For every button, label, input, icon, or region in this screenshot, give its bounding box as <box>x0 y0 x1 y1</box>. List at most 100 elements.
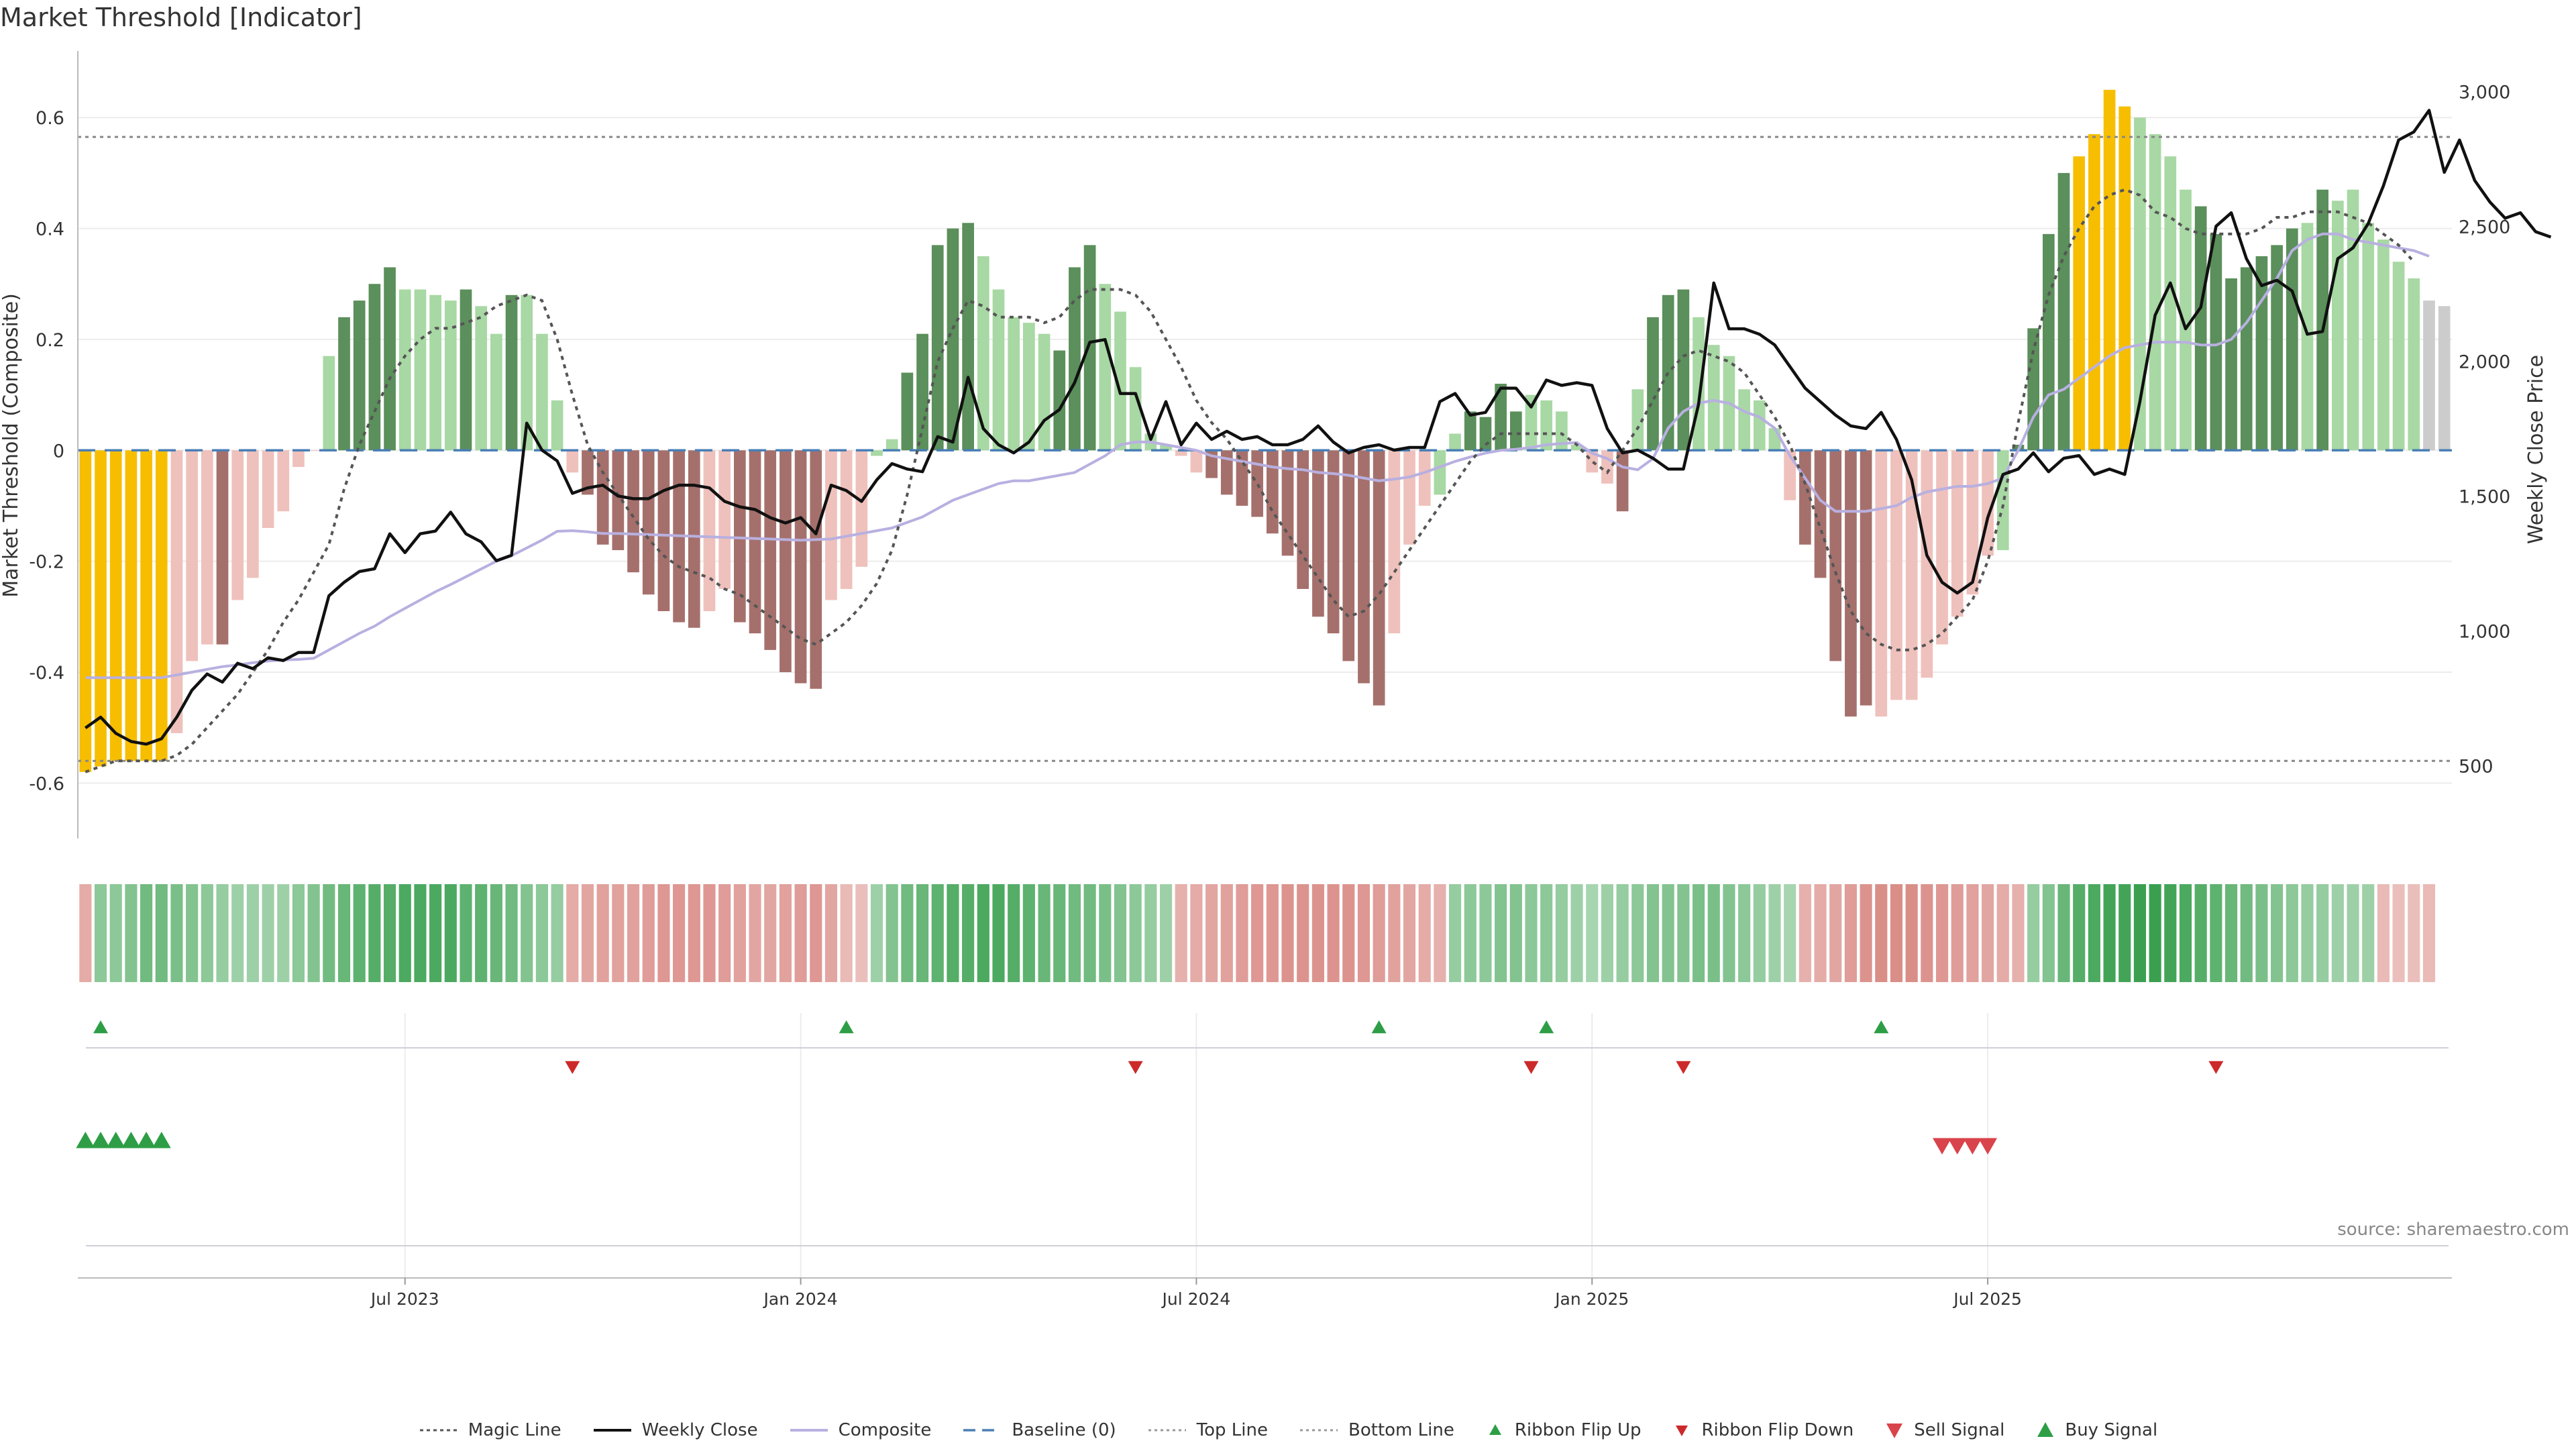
composite-bar <box>1707 345 1720 451</box>
composite-bar <box>1373 450 1385 706</box>
ribbon-cell <box>216 884 229 982</box>
ribbon-cell <box>1236 884 1248 982</box>
legend-label: Composite <box>838 1420 932 1440</box>
green-up-triangle-large-icon <box>2037 1422 2054 1437</box>
legend-label: Baseline (0) <box>1012 1420 1116 1440</box>
composite-bar <box>262 450 274 529</box>
ribbon-cell <box>1311 884 1324 982</box>
composite-bar <box>1921 450 1933 678</box>
ribbon-flip-up-marker <box>93 1020 109 1034</box>
buy-signal-marker <box>76 1132 95 1148</box>
ribbon-cell <box>414 884 427 982</box>
red-down-triangle-large-icon <box>1886 1424 1903 1438</box>
buy-signal-marker <box>137 1132 156 1148</box>
ribbon-cell <box>1860 884 1872 982</box>
ribbon-cell <box>1205 884 1218 982</box>
composite-bar <box>460 289 472 451</box>
composite-bar <box>1236 450 1248 506</box>
y-tick-label: 0.2 <box>36 330 64 351</box>
composite-bar <box>2316 189 2329 451</box>
composite-bar <box>323 356 335 451</box>
composite-bar <box>1053 350 1066 451</box>
weekly-close-line <box>84 109 2552 746</box>
composite-bar <box>2118 106 2131 451</box>
magic-line <box>85 188 2415 773</box>
ribbon-cell <box>901 884 914 982</box>
composite-bar <box>962 223 974 451</box>
composite-bar <box>384 267 396 451</box>
composite-bar <box>1297 450 1309 589</box>
ribbon-cell <box>992 884 1005 982</box>
y2-tick-label: 1,500 <box>2459 486 2510 507</box>
ribbon-cell <box>642 884 655 982</box>
composite-bar <box>840 450 853 589</box>
ribbon-cell <box>870 884 883 982</box>
market-threshold-chart: -0.6 -0.4 -0.2 0 0.2 0.4 0.6 500 1,000 1,500 2,000… <box>0 51 2552 1309</box>
ribbon-cell <box>1829 884 1842 982</box>
ribbon-cell <box>460 884 472 982</box>
composite-bar <box>1845 450 1857 717</box>
composite-bar <box>2271 245 2283 451</box>
composite-bar <box>780 450 792 672</box>
buy-signal-marker <box>91 1132 111 1148</box>
ribbon-cell <box>535 884 548 982</box>
ribbon-cell <box>779 884 792 982</box>
composite-bar <box>992 289 1005 451</box>
legend-item: Top Line <box>1147 1420 1268 1440</box>
composite-bar <box>1434 450 1446 495</box>
ribbon-cell <box>2255 884 2268 982</box>
ribbon-cell <box>977 884 989 982</box>
x-tick-label: Jul 2023 <box>370 1289 439 1309</box>
composite-bar <box>1860 450 1872 706</box>
composite-bar <box>1327 450 1340 634</box>
composite-bars <box>79 89 2451 772</box>
composite-bar <box>596 450 609 545</box>
ribbon-cell <box>962 884 975 982</box>
legend-label: Ribbon Flip Down <box>1701 1420 1854 1440</box>
legend-label: Top Line <box>1196 1420 1268 1440</box>
ribbon-cell <box>1844 884 1857 982</box>
ribbon-cell <box>277 884 290 982</box>
legend-item: Magic Line <box>419 1420 561 1440</box>
ribbon-cell <box>2194 884 2207 982</box>
ribbon-strip <box>79 884 2436 982</box>
ribbon-cell <box>353 884 366 982</box>
composite-bar <box>1905 450 1918 700</box>
y2-axis-label: Weekly Close Price <box>2524 355 2548 544</box>
composite-bar <box>2194 206 2207 451</box>
dotted-gray-line-icon <box>1300 1429 1338 1432</box>
ribbon-cell <box>1190 884 1203 982</box>
y2-tick-label: 500 <box>2459 756 2493 777</box>
ribbon-cell <box>155 884 168 982</box>
y-tick-label: 0 <box>53 441 64 462</box>
buy-signal-marker <box>121 1132 141 1148</box>
ribbon-cell <box>1662 884 1674 982</box>
ribbon-cell <box>2377 884 2390 982</box>
ribbon-cell <box>1342 884 1355 982</box>
ribbon-cell <box>1373 884 1385 982</box>
ribbon-cell <box>2301 884 2314 982</box>
ribbon-cell <box>2012 884 2025 982</box>
ribbon-cell <box>1357 884 1371 982</box>
composite-bar <box>1114 311 1126 451</box>
ribbon-cell <box>1921 884 1933 982</box>
composite-bar <box>505 294 518 451</box>
ribbon-cell <box>947 884 959 982</box>
ribbon-cell <box>2316 884 2329 982</box>
solid-lavender-line-icon <box>790 1429 828 1432</box>
composite-bar <box>201 450 213 645</box>
y-axis-label: Market Threshold (Composite) <box>0 293 23 598</box>
legend-item: Bottom Line <box>1299 1420 1454 1440</box>
composite-bar <box>1418 450 1431 506</box>
composite-bar <box>1266 450 1279 534</box>
composite-bar <box>398 289 411 451</box>
composite-bar <box>1342 450 1355 661</box>
ribbon-flip-up-marker <box>839 1020 854 1034</box>
composite-bar <box>521 294 533 451</box>
legend-item: Composite <box>789 1420 932 1440</box>
composite-bar <box>1693 317 1705 451</box>
ribbon-cell <box>505 884 518 982</box>
ribbon-cell <box>1038 884 1051 982</box>
y2-tick-label: 2,500 <box>2459 217 2510 237</box>
composite-bar <box>931 245 944 451</box>
